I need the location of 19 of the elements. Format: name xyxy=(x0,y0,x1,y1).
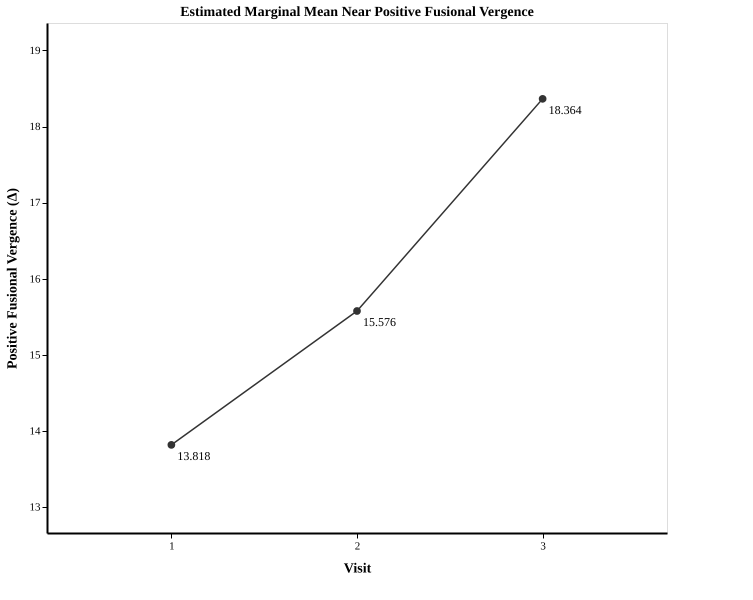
y-tick-label: 18 xyxy=(30,121,41,134)
chart-title: Estimated Marginal Mean Near Positive Fusional Vergence xyxy=(180,5,534,20)
point xyxy=(538,94,546,103)
x-axis-title: Visit xyxy=(344,562,372,576)
y-tick-label: 16 xyxy=(30,273,41,286)
data-label: 18.364 xyxy=(548,102,582,117)
point xyxy=(168,440,176,449)
x-tick-label: 1 xyxy=(169,540,175,552)
x-tick-label: 3 xyxy=(540,540,546,552)
y-tick-label: 17 xyxy=(30,197,41,210)
y-tick-label: 15 xyxy=(30,349,41,362)
point xyxy=(353,307,361,315)
y-tick-label: 19 xyxy=(30,44,41,57)
y-tick-label: 14 xyxy=(30,426,41,438)
y-tick-label: 13 xyxy=(30,502,41,514)
data-label: 15.576 xyxy=(363,315,396,330)
data-label: 13.818 xyxy=(177,448,210,463)
y-axis-title: Positive Fusional Vergence (Δ) xyxy=(6,188,20,370)
x-tick-label: 2 xyxy=(354,540,360,552)
